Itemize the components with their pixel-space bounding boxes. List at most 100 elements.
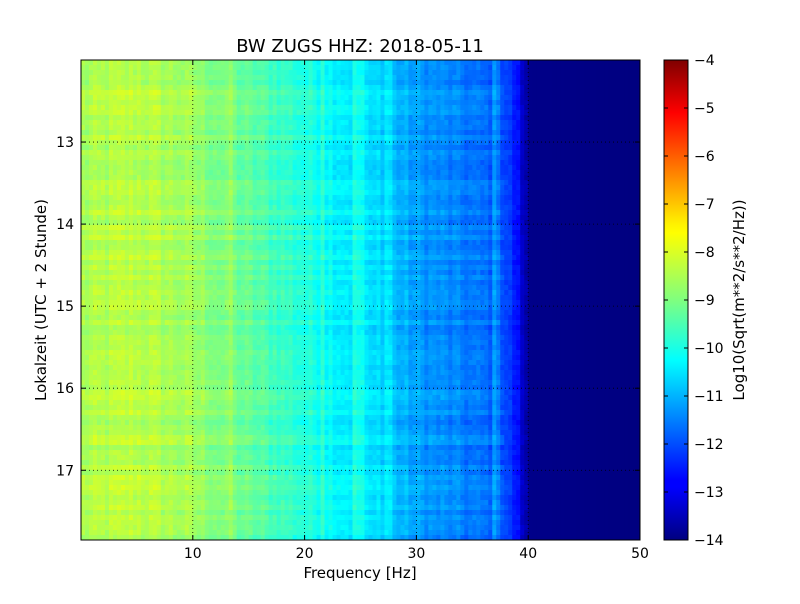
heatmap-cell (488, 205, 493, 211)
heatmap-cell (456, 135, 461, 141)
heatmap-cell (372, 235, 378, 241)
heatmap-cell (152, 85, 158, 91)
heatmap-cell (592, 230, 597, 236)
heatmap-cell (588, 120, 593, 126)
heatmap-cell (112, 235, 118, 241)
heatmap-cell (508, 135, 513, 141)
heatmap-cell (180, 100, 186, 106)
heatmap-cell (400, 95, 406, 101)
heatmap-cell (292, 130, 298, 136)
heatmap-cell (620, 80, 625, 86)
heatmap-cell (508, 195, 513, 201)
heatmap-cell (344, 90, 350, 96)
heatmap-cell (200, 75, 206, 81)
heatmap-cell (176, 165, 182, 171)
heatmap-cell (184, 160, 190, 166)
heatmap-cell (472, 160, 477, 166)
heatmap-cell (216, 200, 222, 206)
heatmap-cell (624, 150, 629, 156)
heatmap-cell (620, 145, 625, 151)
heatmap-cell (380, 115, 386, 121)
heatmap-cell (172, 60, 178, 66)
heatmap-cell (304, 190, 310, 196)
heatmap-cell (160, 80, 166, 86)
heatmap-cell (132, 95, 138, 101)
heatmap-cell (488, 165, 493, 171)
heatmap-cell (396, 70, 402, 76)
heatmap-cell (276, 70, 282, 76)
heatmap-cell (344, 100, 350, 106)
heatmap-cell (612, 180, 617, 186)
heatmap-cell (448, 75, 453, 81)
heatmap-cell (232, 125, 238, 131)
heatmap-cell (564, 130, 569, 136)
heatmap-cell (328, 210, 334, 216)
heatmap-cell (120, 80, 126, 86)
heatmap-cell (204, 105, 210, 111)
heatmap-cell (156, 220, 162, 226)
heatmap-cell (92, 170, 98, 176)
heatmap-cell (124, 225, 130, 231)
heatmap-cell (336, 145, 342, 151)
heatmap-cell (532, 225, 537, 231)
heatmap-cell (396, 210, 402, 216)
heatmap-cell (592, 90, 597, 96)
heatmap-cell (460, 135, 465, 141)
heatmap-cell (580, 80, 585, 86)
heatmap-cell (480, 200, 485, 206)
heatmap-cell (520, 145, 525, 151)
heatmap-cell (256, 160, 262, 166)
heatmap-cell (236, 115, 242, 121)
heatmap-cell (592, 75, 597, 81)
heatmap-cell (372, 65, 378, 71)
heatmap-cell (280, 135, 286, 141)
heatmap-cell (108, 80, 114, 86)
heatmap-cell (396, 230, 402, 236)
heatmap-cell (520, 115, 525, 121)
heatmap-cell (460, 175, 465, 181)
heatmap-cell (308, 65, 314, 71)
heatmap-cell (492, 105, 497, 111)
heatmap-cell (292, 180, 298, 186)
heatmap-cell (156, 185, 162, 191)
heatmap-cell (276, 165, 282, 171)
heatmap-cell (528, 65, 533, 71)
heatmap-cell (160, 200, 166, 206)
heatmap-cell (416, 140, 421, 146)
heatmap-cell (244, 220, 250, 226)
heatmap-cell (516, 125, 521, 131)
heatmap-cell (364, 210, 370, 216)
heatmap-cell (492, 210, 497, 216)
heatmap-cell (548, 230, 553, 236)
heatmap-cell (244, 145, 250, 151)
heatmap-cell (204, 165, 210, 171)
heatmap-cell (100, 210, 106, 216)
heatmap-cell (452, 155, 457, 161)
heatmap-cell (120, 105, 126, 111)
heatmap-cell (364, 105, 370, 111)
heatmap-cell (208, 205, 214, 211)
heatmap-cell (560, 145, 565, 151)
heatmap-cell (164, 145, 170, 151)
heatmap-cell (204, 155, 210, 161)
heatmap-cell (216, 170, 222, 176)
heatmap-cell (240, 165, 246, 171)
heatmap-cell (368, 235, 374, 241)
heatmap-cell (316, 100, 322, 106)
heatmap-cell (536, 195, 541, 201)
heatmap-cell (568, 160, 573, 166)
heatmap-cell (372, 80, 378, 86)
heatmap-cell (500, 65, 505, 71)
heatmap-cell (584, 210, 589, 216)
heatmap-cell (132, 150, 138, 156)
heatmap-cell (200, 140, 206, 146)
heatmap-cell (368, 80, 374, 86)
heatmap-cell (316, 60, 322, 66)
heatmap-cell (420, 235, 425, 241)
heatmap-cell (300, 210, 306, 216)
heatmap-cell (81, 185, 86, 191)
heatmap-cell (480, 185, 485, 191)
heatmap-cell (164, 160, 170, 166)
heatmap-cell (164, 195, 170, 201)
heatmap-cell (536, 210, 541, 216)
